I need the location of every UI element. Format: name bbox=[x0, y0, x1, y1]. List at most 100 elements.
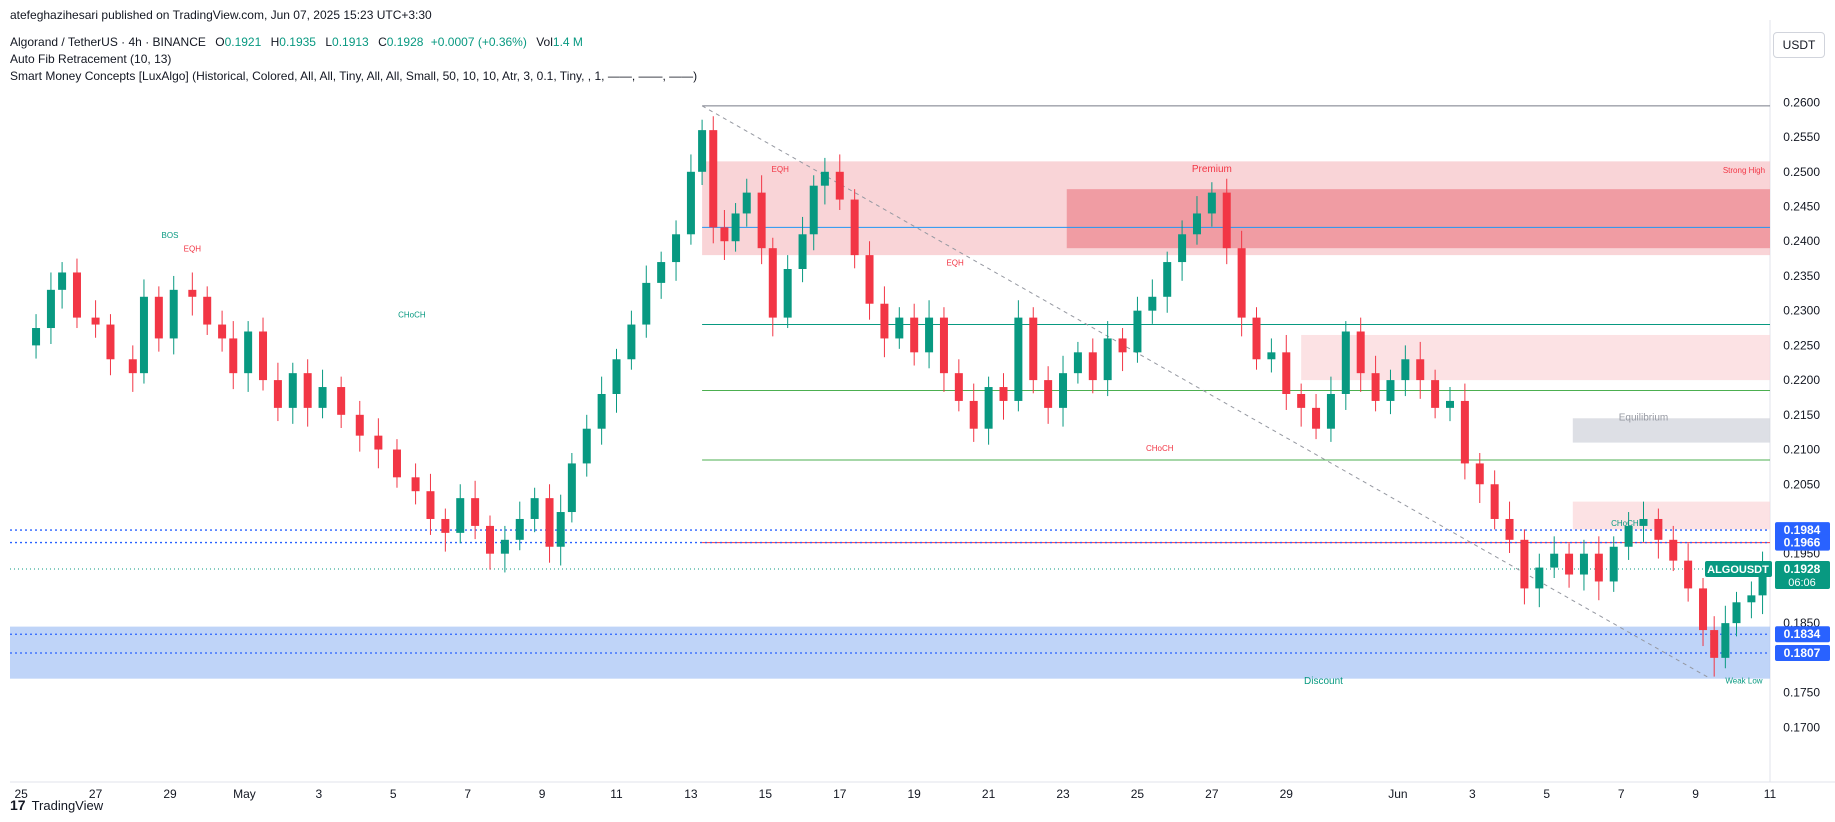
x-tick-label: 5 bbox=[1543, 787, 1550, 801]
candle-body bbox=[657, 262, 666, 283]
y-tick-label: 0.1750 bbox=[1783, 686, 1820, 700]
open-value: 0.1921 bbox=[224, 35, 262, 49]
candle-body bbox=[273, 380, 282, 408]
candle-body bbox=[545, 498, 554, 547]
candle-body bbox=[1133, 310, 1142, 353]
candle-body bbox=[259, 331, 268, 381]
change-value: +0.0007 (+0.36%) bbox=[430, 35, 527, 49]
candle-body bbox=[1207, 192, 1216, 214]
candle-body bbox=[218, 324, 227, 339]
candle-body bbox=[910, 317, 919, 353]
symbol-tag-bg bbox=[1705, 560, 1772, 577]
x-tick-label: 25 bbox=[1131, 787, 1145, 801]
candle-body bbox=[672, 234, 681, 263]
y-tick-label: 0.2300 bbox=[1783, 304, 1820, 318]
candle-body bbox=[709, 130, 718, 228]
candle-body bbox=[1520, 539, 1529, 589]
candle-body bbox=[1594, 553, 1603, 582]
symbol-legend: Algorand / TetherUS · 4h · BINANCE O0.19… bbox=[10, 35, 583, 49]
candle-body bbox=[1654, 518, 1663, 540]
indicator-fib-legend[interactable]: Auto Fib Retracement (10, 13) bbox=[10, 52, 172, 66]
candle-body bbox=[1416, 359, 1425, 381]
indicator-smc-legend[interactable]: Smart Money Concepts [LuxAlgo] (Historic… bbox=[10, 69, 698, 83]
candle-body bbox=[1460, 400, 1469, 464]
candle-body bbox=[969, 400, 978, 429]
chart-label: Premium bbox=[1192, 164, 1232, 175]
price-tag-text: 0.1834 bbox=[1784, 627, 1821, 641]
candle-body bbox=[1475, 463, 1484, 485]
candle-body bbox=[515, 518, 524, 540]
candle-body bbox=[1297, 393, 1306, 408]
publisher-line: atefeghazihesari published on TradingVie… bbox=[10, 8, 432, 22]
candle-body bbox=[798, 234, 807, 270]
candle-body bbox=[597, 393, 606, 429]
candle-body bbox=[768, 248, 777, 318]
candle-body bbox=[128, 359, 137, 374]
x-tick-label: Jun bbox=[1388, 787, 1407, 801]
close-label: C bbox=[378, 35, 387, 49]
x-tick-label: 15 bbox=[759, 787, 773, 801]
candle-body bbox=[229, 338, 238, 374]
x-tick-label: 17 bbox=[833, 787, 847, 801]
price-tag-bg bbox=[1775, 626, 1830, 643]
zone-strong-high bbox=[1066, 189, 1770, 249]
candle-body bbox=[567, 463, 576, 513]
footer: 17 TradingView bbox=[10, 797, 103, 813]
candle-body bbox=[1565, 553, 1574, 575]
candle-body bbox=[1609, 546, 1618, 582]
price-tag-bg bbox=[1775, 644, 1830, 661]
x-tick-label: 3 bbox=[315, 787, 322, 801]
high-label: H bbox=[270, 35, 280, 49]
candle-body bbox=[1356, 331, 1365, 374]
candle-body bbox=[731, 213, 740, 242]
price-tag-text: 0.1984 bbox=[1784, 523, 1821, 537]
x-tick-label: 5 bbox=[390, 787, 397, 801]
price-tag-bg bbox=[1775, 534, 1830, 551]
candle-body bbox=[835, 171, 844, 200]
x-tick-label: 11 bbox=[610, 787, 623, 801]
symbol-description: Algorand / TetherUS · 4h · BINANCE bbox=[10, 35, 206, 49]
candle-body bbox=[1550, 553, 1559, 568]
candle-body bbox=[1103, 338, 1112, 381]
candle-body bbox=[303, 373, 312, 408]
x-tick-label: 9 bbox=[1692, 787, 1699, 801]
chart-label: EQH bbox=[772, 165, 790, 174]
candle-body bbox=[318, 387, 327, 408]
candle-body bbox=[1732, 602, 1741, 624]
x-tick-label: 29 bbox=[163, 787, 177, 801]
y-tick-label: 0.1700 bbox=[1783, 720, 1820, 734]
candle-body bbox=[355, 414, 364, 436]
candle-body bbox=[1535, 567, 1544, 589]
candle-body bbox=[720, 227, 729, 242]
candle-body bbox=[91, 317, 100, 325]
chart-label: Strong High bbox=[1723, 166, 1765, 175]
y-tick-label: 0.2450 bbox=[1783, 200, 1820, 214]
candle-body bbox=[1490, 484, 1499, 519]
x-tick-label: 23 bbox=[1056, 787, 1070, 801]
candle-body bbox=[1118, 338, 1127, 353]
x-tick-label: 21 bbox=[982, 787, 996, 801]
footer-brand[interactable]: TradingView bbox=[31, 797, 104, 813]
candle-body bbox=[1639, 518, 1648, 526]
candle-body bbox=[850, 199, 859, 256]
y-tick-label: 0.2350 bbox=[1783, 269, 1820, 283]
candle-body bbox=[1699, 588, 1708, 631]
candle-body bbox=[1579, 553, 1588, 575]
currency-button[interactable]: USDT bbox=[1773, 32, 1825, 58]
candle-body bbox=[392, 449, 401, 478]
y-tick-label: 0.2100 bbox=[1783, 443, 1820, 457]
candle-body bbox=[441, 518, 450, 533]
candle-body bbox=[500, 539, 509, 554]
candle-body bbox=[556, 512, 565, 547]
candle-body bbox=[999, 387, 1008, 401]
candle-body bbox=[612, 359, 621, 394]
chart-label: CHoCH bbox=[1146, 444, 1174, 453]
candle-body bbox=[1624, 525, 1633, 547]
candle-body bbox=[72, 272, 81, 318]
close-value: 0.1928 bbox=[386, 35, 424, 49]
candle-body bbox=[154, 296, 163, 339]
candle-body bbox=[1747, 595, 1756, 603]
candle-body bbox=[411, 477, 420, 492]
